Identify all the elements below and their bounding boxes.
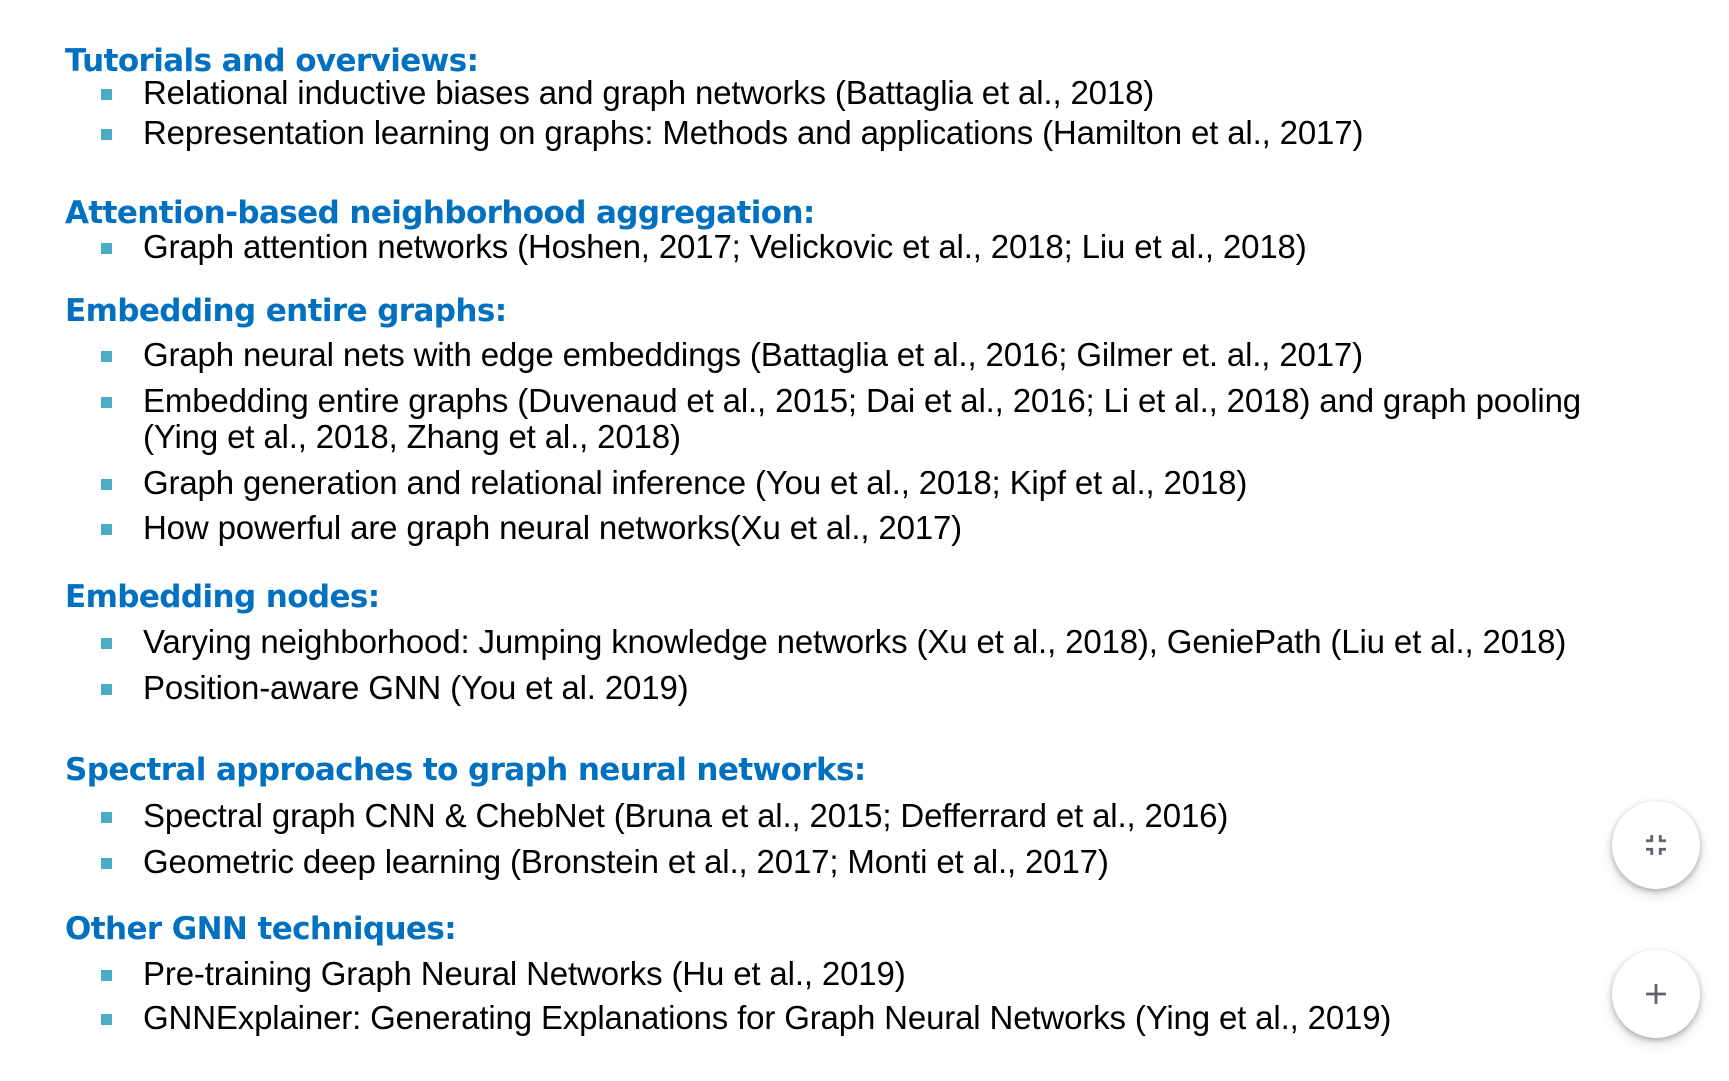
exit-fullscreen-button[interactable] xyxy=(1612,801,1700,889)
list-item: Graph attention networks (Hoshen, 2017; … xyxy=(143,228,1307,265)
bullet-marker xyxy=(101,243,112,254)
list-item: GNNExplainer: Generating Explanations fo… xyxy=(143,999,1392,1036)
section-heading-attention: Attention-based neighborhood aggregation… xyxy=(65,195,815,231)
section-heading-other: Other GNN techniques: xyxy=(65,911,457,947)
section-heading-tutorials: Tutorials and overviews: xyxy=(65,43,479,79)
bullet-marker xyxy=(101,970,112,981)
section-heading-embedding-graphs: Embedding entire graphs: xyxy=(65,293,507,329)
bullet-marker xyxy=(101,812,112,823)
bullet-marker xyxy=(101,351,112,362)
list-item: Graph neural nets with edge embeddings (… xyxy=(143,336,1363,373)
list-item: Position-aware GNN (You et al. 2019) xyxy=(143,669,689,706)
list-item: Relational inductive biases and graph ne… xyxy=(143,74,1155,111)
section-heading-spectral: Spectral approaches to graph neural netw… xyxy=(65,752,866,788)
list-item: Spectral graph CNN & ChebNet (Bruna et a… xyxy=(143,797,1229,834)
exit-fullscreen-icon xyxy=(1646,835,1666,855)
bullet-marker xyxy=(101,858,112,869)
bullet-marker xyxy=(101,638,112,649)
bullet-marker xyxy=(101,397,112,408)
bullet-marker xyxy=(101,89,112,100)
list-item: Representation learning on graphs: Metho… xyxy=(143,114,1364,151)
list-item: How powerful are graph neural networks(X… xyxy=(143,509,963,546)
list-item: Pre-training Graph Neural Networks (Hu e… xyxy=(143,955,906,992)
plus-icon xyxy=(1646,984,1666,1004)
bullet-marker xyxy=(101,1014,112,1025)
bullet-marker xyxy=(101,684,112,695)
bullet-marker xyxy=(101,129,112,140)
zoom-in-button[interactable] xyxy=(1612,950,1700,1038)
list-item: Geometric deep learning (Bronstein et al… xyxy=(143,843,1109,880)
list-item: Embedding entire graphs (Duvenaud et al.… xyxy=(143,382,1581,419)
list-item-continuation: (Ying et al., 2018, Zhang et al., 2018) xyxy=(143,418,681,455)
list-item: Graph generation and relational inferenc… xyxy=(143,464,1248,501)
bullet-marker xyxy=(101,524,112,535)
bullet-marker xyxy=(101,479,112,490)
list-item: Varying neighborhood: Jumping knowledge … xyxy=(143,623,1567,660)
section-heading-embedding-nodes: Embedding nodes: xyxy=(65,579,380,615)
